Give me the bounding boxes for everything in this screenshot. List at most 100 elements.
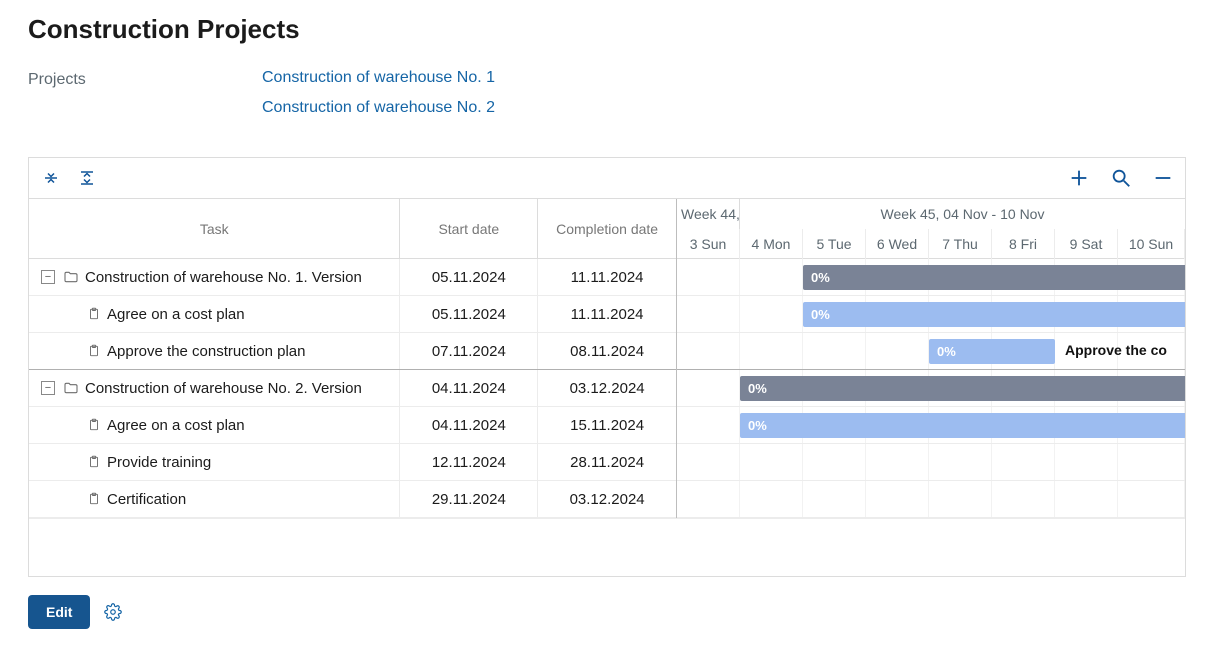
timeline-rows: 0% 0% 0% Approve the co 0% 0% — [677, 259, 1185, 518]
start-date-cell: 29.11.2024 — [400, 481, 538, 517]
projects-label: Projects — [28, 69, 262, 89]
start-date-cell: 04.11.2024 — [400, 370, 538, 406]
timeline-cell — [929, 481, 992, 517]
end-date-cell: 11.11.2024 — [538, 296, 676, 332]
table-row[interactable]: Agree on a cost plan04.11.202415.11.2024 — [29, 407, 676, 444]
project-link-1[interactable]: Construction of warehouse No. 1 — [262, 69, 495, 87]
timeline-row: 0% — [677, 259, 1185, 296]
timeline-cell — [803, 444, 866, 480]
table-row[interactable]: Provide training12.11.202428.11.2024 — [29, 444, 676, 481]
timeline-cell — [677, 259, 740, 295]
task-cell: Provide training — [29, 444, 400, 480]
task-name: Certification — [107, 491, 186, 508]
timeline-row: 0% — [677, 296, 1185, 333]
gantt-bar-label: Approve the co — [1065, 342, 1167, 358]
task-name: Approve the construction plan — [107, 343, 305, 360]
grid-rows: − Construction of warehouse No. 1. Versio… — [29, 259, 676, 518]
end-date-cell: 15.11.2024 — [538, 407, 676, 443]
table-row[interactable]: Agree on a cost plan 05.11.202411.11.2024 — [29, 296, 676, 333]
footer-bar: Edit — [28, 577, 1182, 629]
timeline-header: Week 44, Week 45, 04 Nov - 10 Nov 3 Sun4… — [677, 199, 1185, 259]
col-header-task: Task — [29, 199, 400, 258]
search-icon[interactable] — [1109, 166, 1133, 190]
timeline-cell — [866, 333, 929, 369]
task-name: Construction of warehouse No. 1. Version — [85, 269, 362, 286]
timeline-cell — [866, 481, 929, 517]
table-row[interactable]: − Construction of warehouse No. 2. Versio… — [29, 370, 676, 407]
timeline-day: 5 Tue — [803, 229, 866, 259]
col-header-end: Completion date — [538, 199, 676, 258]
timeline-side: Week 44, Week 45, 04 Nov - 10 Nov 3 Sun4… — [677, 199, 1185, 518]
expand-all-icon[interactable] — [75, 166, 99, 190]
timeline-row: 0% — [677, 407, 1185, 444]
end-date-cell: 08.11.2024 — [538, 333, 676, 369]
timeline-cell — [740, 259, 803, 295]
clipboard-icon — [87, 307, 101, 321]
clipboard-icon — [87, 492, 101, 506]
gantt-toolbar — [29, 158, 1185, 199]
timeline-day: 7 Thu — [929, 229, 992, 259]
task-cell: Agree on a cost plan — [29, 407, 400, 443]
timeline-cell — [866, 444, 929, 480]
timeline-row: 0% — [677, 370, 1185, 407]
timeline-day: 10 Sun — [1118, 229, 1185, 259]
task-name: Agree on a cost plan — [107, 306, 245, 323]
timeline-cell — [803, 481, 866, 517]
timeline-cell — [677, 370, 740, 406]
folder-icon — [63, 269, 79, 285]
gantt-bar-task[interactable]: 0% — [803, 302, 1185, 327]
timeline-cell — [677, 481, 740, 517]
collapse-icon[interactable]: − — [41, 381, 55, 395]
timeline-cell — [992, 481, 1055, 517]
timeline-cell — [1055, 444, 1118, 480]
timeline-cell — [677, 407, 740, 443]
end-date-cell: 03.12.2024 — [538, 481, 676, 517]
timeline-cell — [740, 296, 803, 332]
task-name: Provide training — [107, 454, 211, 471]
gantt-bar-task[interactable]: 0% — [740, 413, 1185, 438]
table-row[interactable]: Approve the construction plan07.11.20240… — [29, 333, 676, 370]
collapse-all-icon[interactable] — [39, 166, 63, 190]
projects-field: Projects Construction of warehouse No. 1… — [28, 69, 1182, 129]
projects-links: Construction of warehouse No. 1 Construc… — [262, 69, 495, 129]
task-name: Construction of warehouse No. 2. Version — [85, 380, 362, 397]
gantt-bar-parent[interactable]: 0% — [803, 265, 1185, 290]
remove-icon[interactable] — [1151, 166, 1175, 190]
gantt-bar-task[interactable]: 0% — [929, 339, 1055, 364]
timeline-cell — [677, 444, 740, 480]
start-date-cell: 05.11.2024 — [400, 259, 538, 295]
collapse-icon[interactable]: − — [41, 270, 55, 284]
task-name: Agree on a cost plan — [107, 417, 245, 434]
gantt-bar-parent[interactable]: 0% — [740, 376, 1185, 401]
end-date-cell: 11.11.2024 — [538, 259, 676, 295]
add-icon[interactable] — [1067, 166, 1091, 190]
timeline-row: 0% Approve the co — [677, 333, 1185, 370]
timeline-cell — [929, 444, 992, 480]
table-row[interactable]: Certification 29.11.202403.12.2024 — [29, 481, 676, 518]
timeline-week44: Week 44, — [677, 199, 740, 229]
gear-icon[interactable] — [104, 603, 122, 621]
end-date-cell: 28.11.2024 — [538, 444, 676, 480]
task-cell: Certification — [29, 481, 400, 517]
edit-button[interactable]: Edit — [28, 595, 90, 629]
timeline-cell — [740, 333, 803, 369]
timeline-day: 9 Sat — [1055, 229, 1118, 259]
timeline-cell — [992, 444, 1055, 480]
grid-header: Task Start date Completion date — [29, 199, 676, 259]
timeline-row — [677, 444, 1185, 481]
clipboard-icon — [87, 344, 101, 358]
table-row[interactable]: − Construction of warehouse No. 1. Versio… — [29, 259, 676, 296]
task-cell: Agree on a cost plan — [29, 296, 400, 332]
page-title: Construction Projects — [28, 14, 1182, 45]
start-date-cell: 05.11.2024 — [400, 296, 538, 332]
task-cell: − Construction of warehouse No. 2. Versio… — [29, 370, 400, 406]
project-link-2[interactable]: Construction of warehouse No. 2 — [262, 99, 495, 117]
folder-icon — [63, 380, 79, 396]
timeline-cell — [1055, 481, 1118, 517]
task-cell: Approve the construction plan — [29, 333, 400, 369]
timeline-cell — [740, 444, 803, 480]
timeline-days: 3 Sun4 Mon5 Tue6 Wed7 Thu8 Fri9 Sat10 Su… — [677, 229, 1185, 259]
clipboard-icon — [87, 418, 101, 432]
gantt-body: Task Start date Completion date − Constru… — [29, 199, 1185, 518]
task-cell: − Construction of warehouse No. 1. Versio… — [29, 259, 400, 295]
